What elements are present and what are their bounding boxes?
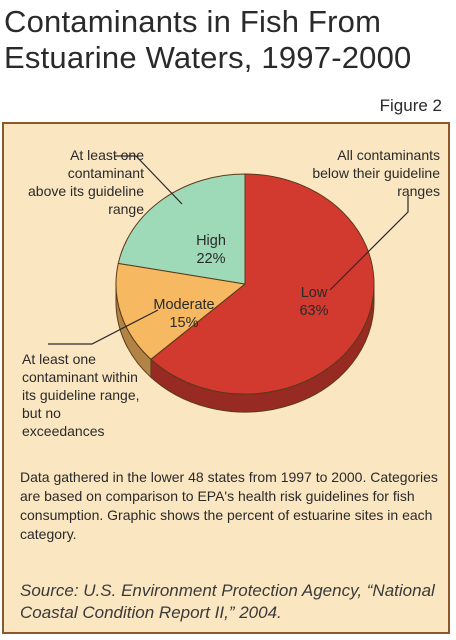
slice-label-moderate-name: Moderate: [153, 297, 215, 313]
slice-label-high-value: 22%: [196, 251, 226, 267]
slice-label-low-value: 63%: [299, 303, 329, 319]
slice-label-low: Low 63%: [286, 284, 342, 320]
slice-label-high: High 22%: [182, 232, 240, 268]
chart-title: Contaminants in Fish From Estuarine Wate…: [4, 4, 412, 75]
leader-high: [114, 155, 183, 205]
pie-chart: [48, 155, 409, 413]
slice-label-high-name: High: [196, 233, 226, 249]
slice-label-moderate: Moderate 15%: [144, 296, 224, 332]
leader-moderate: [48, 309, 159, 345]
callout-moderate: At least one contaminant within its guid…: [22, 351, 140, 439]
pie-slice-low: [150, 173, 375, 395]
source-citation: Source: U.S. Environment Protection Agen…: [20, 581, 435, 622]
pie-slice-high: [117, 173, 246, 285]
callout-high: At least one contaminant above its guide…: [28, 147, 144, 217]
callout-low: All contaminants below their guideline r…: [312, 147, 440, 199]
figure-label: Figure 2: [379, 96, 442, 115]
leader-low: [329, 196, 409, 291]
slice-label-low-name: Low: [300, 285, 328, 301]
chart-note: Data gathered in the lower 48 states fro…: [20, 469, 438, 542]
slice-label-moderate-value: 15%: [169, 315, 199, 331]
pie-slice-moderate: [115, 262, 247, 360]
chart-panel: High 22% Moderate 15% Low 63% At least o…: [2, 122, 450, 634]
